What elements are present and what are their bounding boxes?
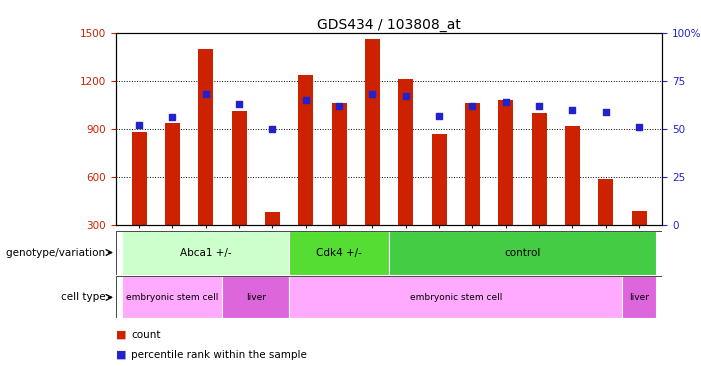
Bar [365,39,380,273]
Bar [632,211,646,273]
Bar [198,49,213,273]
Text: percentile rank within the sample: percentile rank within the sample [131,350,307,360]
Point [400,93,411,99]
Bar [123,231,289,274]
Point [200,92,211,97]
Point [533,103,545,109]
Bar [165,123,180,273]
Bar [565,126,580,273]
Point [600,109,611,115]
Point [367,92,378,97]
Text: genotype/variation: genotype/variation [6,247,109,258]
Bar [289,231,389,274]
Point [634,124,645,130]
Point [567,107,578,113]
Text: liver: liver [629,293,649,302]
Bar [298,75,313,273]
Bar [231,111,247,273]
Point [334,103,345,109]
Text: ■: ■ [116,330,126,340]
Bar [432,134,447,273]
Text: control: control [504,247,540,258]
Point [133,122,144,128]
Bar [622,276,655,318]
Bar [132,132,147,273]
Point [233,101,245,107]
Bar [332,103,346,273]
Bar [222,276,289,318]
Bar [389,231,655,274]
Point [300,97,311,103]
Text: liver: liver [245,293,266,302]
Text: Cdk4 +/-: Cdk4 +/- [316,247,362,258]
Text: embryonic stem cell: embryonic stem cell [409,293,502,302]
Point [267,126,278,132]
Bar [123,276,222,318]
Point [500,99,511,105]
Bar [265,212,280,273]
Bar [531,113,547,273]
Title: GDS434 / 103808_at: GDS434 / 103808_at [317,18,461,32]
Text: Abca1 +/-: Abca1 +/- [180,247,231,258]
Text: cell type: cell type [61,292,109,302]
Text: count: count [131,330,161,340]
Text: ■: ■ [116,350,126,360]
Bar [465,103,480,273]
Bar [598,179,613,273]
Text: embryonic stem cell: embryonic stem cell [126,293,219,302]
Bar [398,79,413,273]
Bar [498,100,513,273]
Bar [289,276,622,318]
Point [467,103,478,109]
Point [167,115,178,120]
Point [433,113,444,119]
